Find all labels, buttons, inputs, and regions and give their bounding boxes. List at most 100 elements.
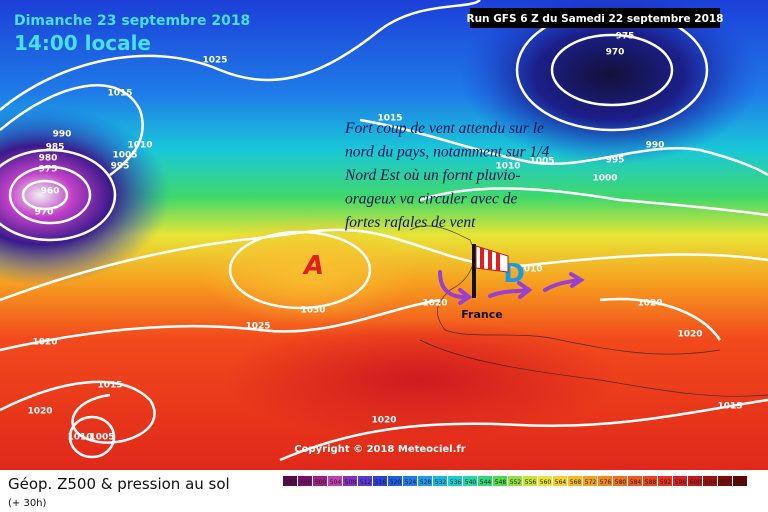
isobar-label: 990 xyxy=(646,141,665,151)
legend-swatch xyxy=(613,476,627,486)
isobar-label: 1000 xyxy=(592,174,617,184)
isobar-label: 970 xyxy=(606,48,625,58)
isobar-label: 975 xyxy=(616,32,635,42)
legend-swatch xyxy=(568,476,582,486)
legend-swatch xyxy=(628,476,642,486)
annotation-line: Nord Est où un fornt pluvio- xyxy=(344,167,521,184)
high-pressure-zone xyxy=(200,215,420,325)
legend-label: 496 xyxy=(300,479,312,486)
legend-label: 540 xyxy=(465,479,477,486)
legend-swatch xyxy=(283,476,297,486)
legend-swatch xyxy=(598,476,612,486)
high-marker: A xyxy=(302,251,324,281)
legend-label: 504 xyxy=(330,479,342,486)
legend-label: 600 xyxy=(690,479,702,486)
isobar-label: 975 xyxy=(39,165,58,175)
legend-label: 608 xyxy=(720,479,732,486)
legend-label: 512 xyxy=(360,479,372,486)
color-legend: 492 496 500 504 508 512 516 520 524 528 532 536 540 5… xyxy=(283,476,747,486)
legend-label: 548 xyxy=(495,479,507,486)
footer-lead: (+ 30h) xyxy=(8,498,47,509)
legend-swatch xyxy=(643,476,657,486)
wind-arrows xyxy=(438,270,585,305)
windsock xyxy=(472,244,509,298)
legend-swatch xyxy=(358,476,372,486)
isobar-label: 1020 xyxy=(371,416,396,426)
low-pressure-zone xyxy=(460,0,760,165)
isobar-label: 1010 xyxy=(67,433,92,443)
legend-label: 516 xyxy=(375,479,387,486)
legend-label: 604 xyxy=(705,479,717,486)
legend-swatch xyxy=(508,476,522,486)
legend-label: 524 xyxy=(405,479,417,486)
legend-label: 592 xyxy=(660,479,672,486)
isobar-label: 1015 xyxy=(377,114,402,124)
isobar-label: 960 xyxy=(41,187,60,197)
isobar-label: 985 xyxy=(46,143,65,153)
legend-label: 532 xyxy=(435,479,447,486)
isobar-label: 1015 xyxy=(97,381,122,391)
legend-label: 500 xyxy=(315,479,327,486)
isobar-label: 995 xyxy=(606,156,625,166)
isobar-label: 1015 xyxy=(107,89,132,99)
annotation-line: orageux va circuler avec de xyxy=(345,191,518,208)
isobar-label: 1005 xyxy=(89,433,114,443)
footer-title: Géop. Z500 & pression au sol xyxy=(8,475,230,493)
legend-swatch xyxy=(688,476,702,486)
country-label: France xyxy=(461,308,502,321)
legend-swatch xyxy=(733,476,747,486)
isobars xyxy=(0,0,768,460)
legend-label: 528 xyxy=(420,479,432,486)
legend-swatch xyxy=(433,476,447,486)
isobar-label: 1020 xyxy=(677,330,702,340)
isobar-label: 1015 xyxy=(717,402,742,412)
legend-swatch xyxy=(313,476,327,486)
legend-swatch xyxy=(298,476,312,486)
legend-swatch xyxy=(718,476,732,486)
isobar-label: 1005 xyxy=(529,157,554,167)
legend-swatch xyxy=(493,476,507,486)
run-box xyxy=(470,8,720,28)
isobar-label: 1020 xyxy=(32,338,57,348)
forecast-date: Dimanche 23 septembre 2018 xyxy=(14,13,250,29)
isobar-label: 995 xyxy=(111,162,130,172)
isobar-label: 980 xyxy=(39,154,58,164)
legend-swatch xyxy=(343,476,357,486)
legend-swatch xyxy=(418,476,432,486)
annotation-line: nord du pays, notamment sur 1/4 xyxy=(345,144,550,161)
forecast-time: 14:00 locale xyxy=(14,31,151,55)
legend-swatch xyxy=(553,476,567,486)
legend-label: 508 xyxy=(345,479,357,486)
annotation-line: fortes rafales de vent xyxy=(345,214,476,231)
isobar-label: 970 xyxy=(35,208,54,218)
legend-label: 564 xyxy=(555,479,567,486)
legend-label: 552 xyxy=(510,479,522,486)
legend-label: 588 xyxy=(645,479,657,486)
legend-label: 556 xyxy=(525,479,537,486)
legend-label: 492 xyxy=(285,479,297,486)
legend-swatch xyxy=(478,476,492,486)
isobar-label: 1030 xyxy=(300,306,325,316)
legend-swatch xyxy=(403,476,417,486)
copyright: Copyright © 2018 Meteociel.fr xyxy=(294,444,465,455)
legend-label: 544 xyxy=(480,479,492,486)
isobar-label: 1020 xyxy=(27,407,52,417)
legend-swatch xyxy=(538,476,552,486)
legend-label: 596 xyxy=(675,479,687,486)
legend-label: 572 xyxy=(585,479,597,486)
isobar-label: 1010 xyxy=(517,265,542,275)
run-info: Run GFS 6 Z du Samedi 22 septembre 2018 xyxy=(467,13,724,25)
isobar-label: 1025 xyxy=(202,56,227,66)
isobar-label: 1010 xyxy=(495,162,520,172)
annotation-line: Fort coup de vent attendu sur le xyxy=(344,120,544,137)
legend-label: 580 xyxy=(615,479,627,486)
legend-label: 568 xyxy=(570,479,582,486)
annotation: Fort coup de vent attendu sur le nord du … xyxy=(344,120,550,231)
legend-swatch xyxy=(523,476,537,486)
legend-swatch xyxy=(658,476,672,486)
legend-swatch xyxy=(703,476,717,486)
legend-swatch xyxy=(373,476,387,486)
legend-swatch xyxy=(463,476,477,486)
high-pressure-zone xyxy=(220,320,620,440)
